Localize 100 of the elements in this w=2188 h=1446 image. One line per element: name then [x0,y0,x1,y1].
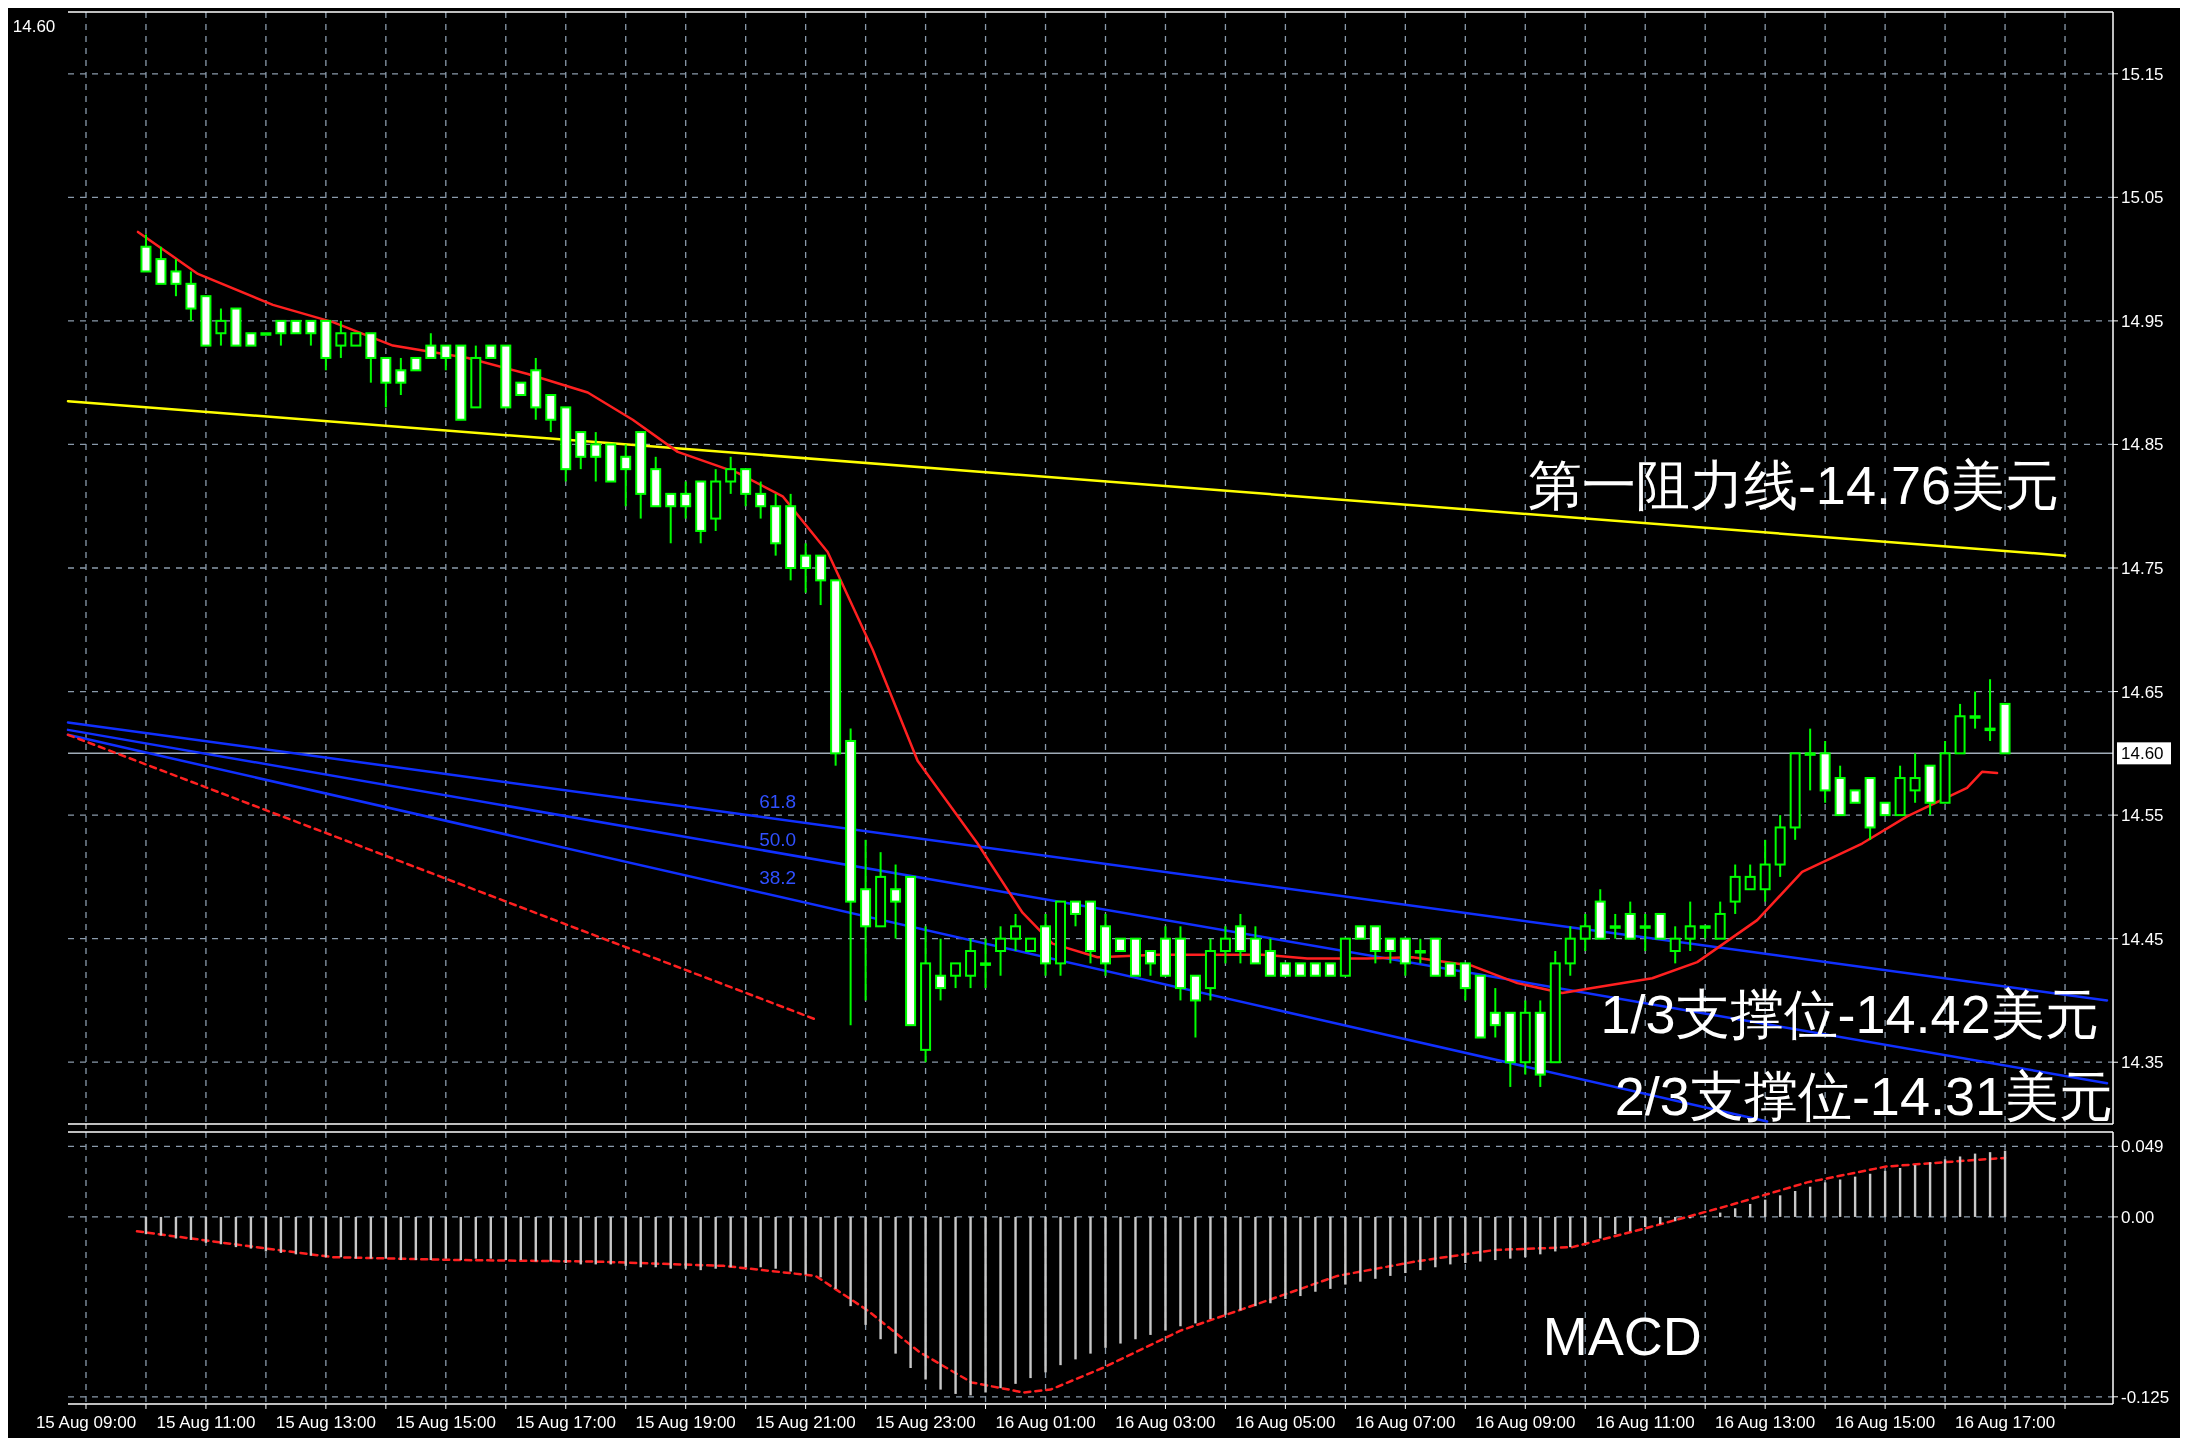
candlestick [395,356,407,397]
bar [909,1216,912,1369]
bar [939,1216,942,1390]
candlestick [725,455,737,495]
x-tick-label: 16 Aug 03:00 [1115,1413,1216,1432]
bar [1044,1216,1047,1373]
bar [1464,1216,1467,1263]
bar [879,1216,882,1340]
y-tick-label: 14.95 [2121,311,2164,331]
candlestick [275,319,287,347]
annotation: MACD [1542,1306,1702,1367]
candlestick [980,937,992,990]
bar [1074,1216,1077,1360]
candlestick [995,925,1007,977]
bar [864,1216,867,1325]
x-tick-label: 16 Aug 17:00 [1954,1413,2056,1432]
x-tick-label: 15 Aug 11:00 [156,1413,256,1432]
y-tick-label: -0.125 [2121,1387,2170,1407]
bar [1419,1216,1422,1271]
bar [1134,1216,1137,1340]
candlestick [440,344,452,372]
bar [1239,1216,1242,1311]
bar [1389,1216,1392,1276]
bar [774,1216,777,1269]
bar [1344,1216,1347,1285]
ref-line-label: 14.60 [2121,744,2164,764]
bar [1434,1216,1437,1268]
y-tick-label: 15.05 [2121,188,2164,208]
y-tick-label: 14.85 [2121,435,2164,455]
y-tick-label: 15.15 [2121,64,2164,84]
x-tick-label: 15 Aug 21:00 [755,1413,856,1432]
bar [759,1216,762,1268]
bar [1299,1216,1302,1297]
candlestick [1969,690,1981,730]
bar [849,1216,852,1307]
candlestick [1639,912,1651,953]
bar [1494,1216,1497,1261]
bar [1194,1216,1197,1324]
candlestick [1489,987,1501,1039]
x-tick-label: 16 Aug 11:00 [1595,1413,1695,1432]
bar [1119,1216,1122,1344]
candlestick [1384,937,1396,965]
bar [924,1216,927,1380]
bar [789,1216,792,1272]
x-tick-label: 16 Aug 01:00 [995,1413,1096,1432]
x-tick-label: 15 Aug 17:00 [515,1413,616,1432]
bar [714,1216,717,1269]
candlestick [425,332,437,359]
candlestick [1579,912,1591,953]
bar [999,1216,1002,1389]
y-tick-label: 0.049 [2121,1137,2164,1157]
x-tick-label: 15 Aug 15:00 [395,1413,496,1432]
bar [1269,1216,1272,1304]
x-tick-label: 16 Aug 15:00 [1835,1413,1936,1432]
bar [1254,1216,1257,1307]
y-tick-label: 0.00 [2121,1207,2155,1227]
bar [1164,1216,1167,1331]
candlestick [620,443,632,508]
bar [834,1216,837,1289]
bar [1404,1216,1407,1274]
candlestick [1669,925,1681,965]
x-tick-label: 15 Aug 13:00 [275,1413,376,1432]
bar [969,1216,972,1396]
bar [1314,1216,1317,1292]
candlestick [800,542,812,594]
bar [1449,1216,1452,1265]
x-tick-label: 16 Aug 09:00 [1475,1413,1576,1432]
bar [744,1216,747,1268]
bar [1479,1216,1482,1262]
bar [1224,1216,1227,1315]
candlestick [590,431,602,483]
y-tick-label: 14.75 [2121,559,2164,578]
x-tick-label: 16 Aug 07:00 [1355,1413,1456,1432]
annotation: 50.0 [759,829,797,850]
bar [729,1216,732,1268]
bar [1209,1216,1212,1320]
y-tick-label: 14.55 [2121,806,2164,826]
bar [1284,1216,1287,1299]
bar [1329,1216,1332,1289]
y-tick-label: 14.65 [2121,682,2164,702]
candlestick [1070,900,1082,928]
candlestick [755,480,767,520]
candlestick [215,307,227,347]
bar [1149,1216,1152,1335]
candlestick [950,962,962,990]
candlestick [1609,912,1621,940]
bar [804,1216,807,1275]
x-tick-label: 15 Aug 09:00 [35,1413,137,1432]
bar [699,1216,702,1271]
candlestick [935,937,947,1002]
candlestick [1984,678,1996,742]
candlestick [170,258,182,298]
candlestick [335,319,347,359]
candlestick [890,863,902,940]
bar [984,1216,987,1393]
x-tick-label: 15 Aug 19:00 [635,1413,736,1432]
bar [1059,1216,1062,1366]
candlestick [1219,925,1231,965]
annotation: 38.2 [759,866,797,888]
x-tick-label: 16 Aug 13:00 [1715,1413,1816,1432]
